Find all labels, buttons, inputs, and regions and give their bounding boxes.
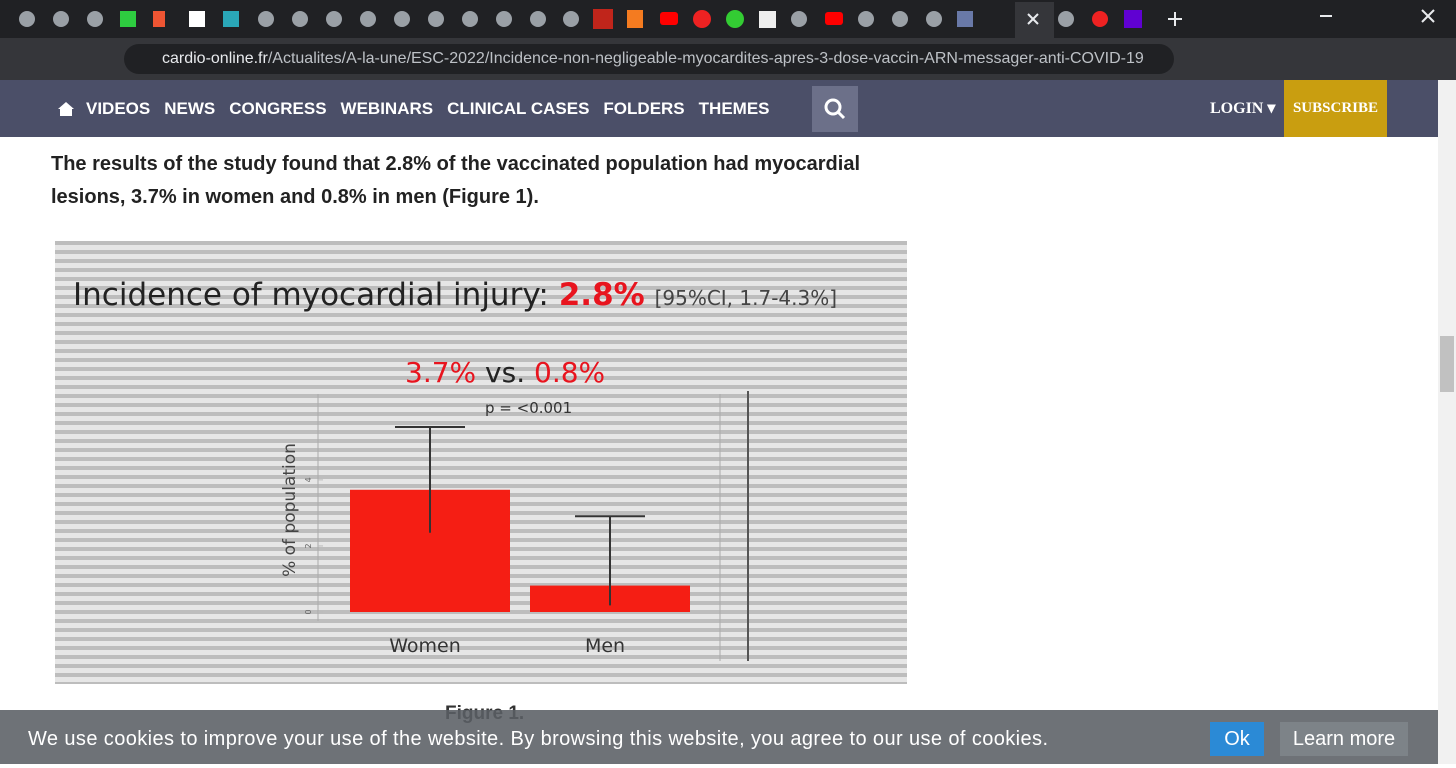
- cookie-text: We use cookies to improve your use of th…: [28, 728, 1049, 750]
- search-button[interactable]: [812, 86, 858, 132]
- figure-title-ci: [95%CI, 1.7-4.3%]: [655, 286, 837, 310]
- y-axis-label: % of population: [280, 443, 300, 577]
- figure-title-highlight: 2.8%: [559, 277, 645, 313]
- x-tick-label: Women: [389, 635, 461, 657]
- login-menu[interactable]: LOGIN ▾: [1210, 100, 1276, 117]
- comparison: 3.7% vs. 0.8%: [405, 356, 605, 389]
- x-tick-label: Men: [585, 635, 625, 657]
- nav-item[interactable]: THEMES: [698, 98, 770, 118]
- nav-bar: [0, 80, 1438, 137]
- nav-item[interactable]: NEWS: [164, 98, 216, 118]
- subscribe-button[interactable]: SUBSCRIBE: [1284, 80, 1387, 137]
- y-tick-label: 4: [304, 477, 313, 482]
- scrollbar[interactable]: [1438, 80, 1456, 764]
- url-field[interactable]: cardio-online.fr/Actualites/A-la-une/ESC…: [124, 44, 1174, 74]
- nav-item[interactable]: CONGRESS: [229, 98, 327, 118]
- y-tick-label: 0: [304, 609, 313, 614]
- nav-menu: VIDEOS NEWS CONGRESS WEBINARS CLINICAL CASES…: [86, 80, 770, 137]
- article-paragraph: The results of the study found that 2.8%…: [51, 153, 860, 208]
- url-path: /Actualites/A-la-une/ESC-2022/Incidence-…: [267, 50, 1144, 67]
- cookie-learn-more-button[interactable]: Learn more: [1280, 722, 1408, 756]
- figure-image: Incidence of myocardial injury: 2.8% [95…: [55, 241, 907, 684]
- p-value: p = <0.001: [485, 399, 572, 417]
- figure-title: Incidence of myocardial injury: 2.8% [95…: [73, 277, 837, 313]
- figure-title-text: Incidence of myocardial injury:: [73, 277, 549, 313]
- nav-item[interactable]: FOLDERS: [603, 98, 685, 118]
- nav-item[interactable]: VIDEOS: [86, 98, 151, 118]
- comparison-word: vs.: [485, 356, 525, 389]
- cookie-ok-button[interactable]: Ok: [1210, 722, 1264, 756]
- tab-icons: [19, 2, 1435, 38]
- y-tick-label: 2: [304, 543, 313, 548]
- nav-item[interactable]: WEBINARS: [340, 98, 434, 118]
- cookie-banner: [0, 710, 1438, 764]
- plot: 0 2 4 Women Men: [304, 426, 690, 657]
- home-icon[interactable]: [57, 100, 75, 118]
- tab-strip: [0, 0, 1456, 38]
- nav-item[interactable]: CLINICAL CASES: [447, 98, 590, 118]
- scroll-thumb[interactable]: [1440, 336, 1454, 392]
- login-label: LOGIN: [1210, 100, 1264, 117]
- search-icon: [824, 98, 846, 120]
- value-label: 3.7%: [405, 356, 476, 389]
- value-label: 0.8%: [534, 356, 605, 389]
- url-host: cardio-online.fr: [162, 50, 268, 67]
